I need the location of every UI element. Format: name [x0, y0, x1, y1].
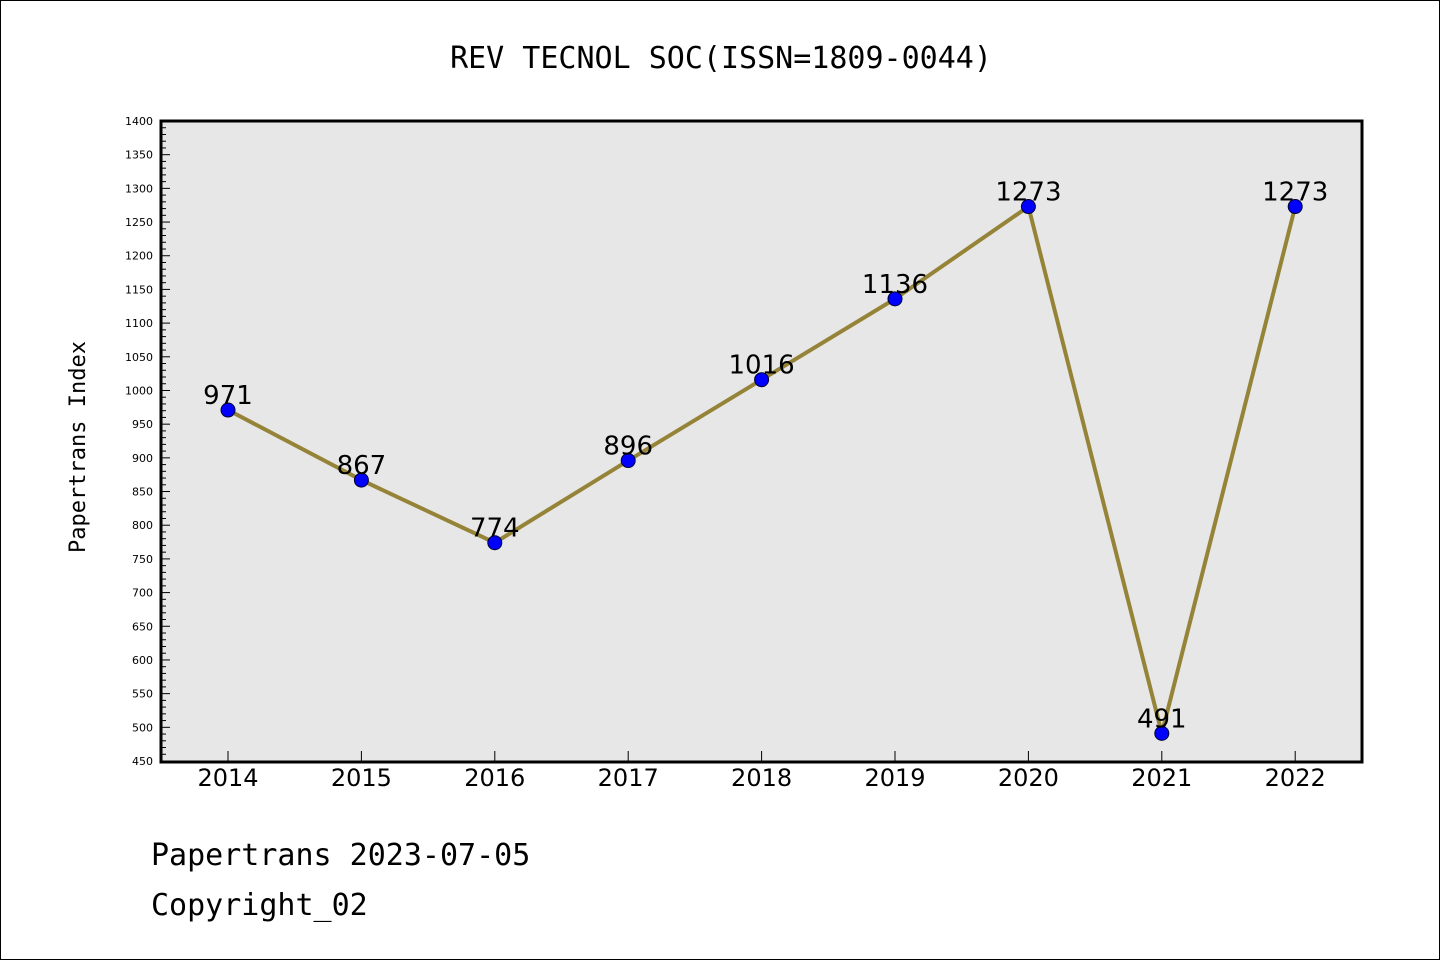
- y-tick-label: 1400: [125, 115, 153, 128]
- data-label: 1016: [729, 351, 795, 381]
- footer-copyright-text: Copyright_02: [151, 888, 368, 923]
- data-point: [487, 535, 503, 551]
- y-tick-label: 900: [132, 452, 153, 465]
- x-tick-label: 2022: [1265, 764, 1326, 792]
- y-tick-label: 500: [132, 721, 153, 734]
- data-point: [620, 453, 636, 469]
- y-tick-label: 450: [132, 755, 153, 768]
- data-point: [220, 402, 236, 418]
- y-tick-label: 800: [132, 519, 153, 532]
- data-label: 867: [337, 451, 387, 481]
- x-tick-label: 2014: [197, 764, 258, 792]
- y-tick-label: 1200: [125, 250, 153, 263]
- y-tick-label: 1050: [125, 351, 153, 364]
- y-tick-label: 850: [132, 486, 153, 499]
- data-point: [754, 372, 770, 388]
- data-label: 1273: [995, 178, 1061, 208]
- x-axis-ticks: 2014 2015 2016 2017 2018 2019 2020 2021 2022: [197, 751, 1326, 792]
- y-tick-label: 750: [132, 553, 153, 566]
- data-label: 774: [470, 514, 520, 544]
- plot-area: [159, 119, 1364, 764]
- data-point: [1020, 199, 1036, 215]
- data-point: [1154, 725, 1170, 741]
- data-point: [1287, 199, 1303, 215]
- data-point: [887, 291, 903, 307]
- data-label: 971: [203, 381, 253, 411]
- y-tick-label: 1150: [125, 283, 153, 296]
- y-tick-label: 700: [132, 587, 153, 600]
- y-tick-label: 1350: [125, 149, 153, 162]
- data-label: 491: [1137, 704, 1187, 734]
- x-tick-label: 2016: [464, 764, 525, 792]
- x-tick-label: 2020: [998, 764, 1059, 792]
- data-label: 896: [603, 432, 653, 462]
- x-tick-label: 2015: [331, 764, 392, 792]
- y-tick-label: 550: [132, 688, 153, 701]
- data-label: 1136: [862, 270, 928, 300]
- chart-title: REV TECNOL SOC(ISSN=1809-0044): [450, 41, 992, 76]
- y-axis-label: Papertrans Index: [66, 341, 91, 553]
- y-axis-ticks: 450 500 550 600 650 700 750 800 850 900 950 1000 105…: [125, 115, 170, 768]
- data-point: [353, 472, 369, 488]
- y-tick-label: 1000: [125, 384, 153, 397]
- x-tick-label: 2019: [864, 764, 925, 792]
- x-tick-label: 2021: [1131, 764, 1192, 792]
- data-series: 971 867 774 896 1016 1136 1273 491 1273: [203, 178, 1328, 741]
- y-tick-label: 1100: [125, 317, 153, 330]
- data-label: 1273: [1262, 178, 1328, 208]
- footer-date-text: Papertrans 2023-07-05: [151, 838, 530, 873]
- x-tick-label: 2017: [598, 764, 659, 792]
- y-tick-label: 600: [132, 654, 153, 667]
- x-tick-label: 2018: [731, 764, 792, 792]
- y-tick-label: 1250: [125, 216, 153, 229]
- y-tick-label: 950: [132, 418, 153, 431]
- y-tick-label: 1300: [125, 182, 153, 195]
- y-tick-label: 650: [132, 620, 153, 633]
